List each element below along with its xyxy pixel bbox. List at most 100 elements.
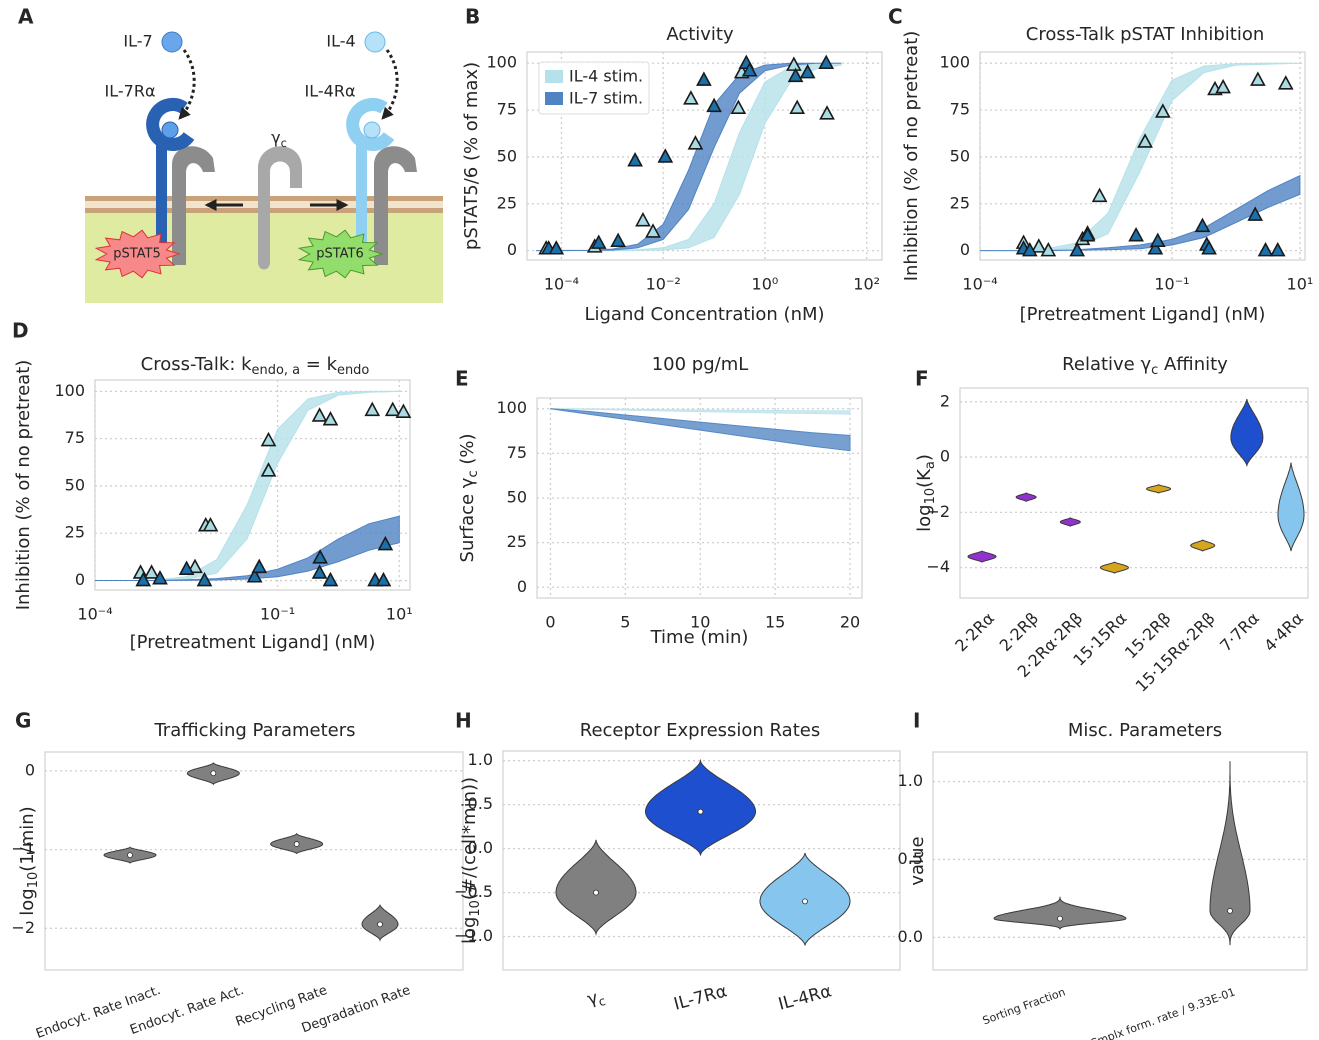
binding-arrow [381,49,399,120]
receptor-label: IL-4Rα [305,82,356,101]
y-tick-label: −2 [926,502,950,521]
x-axis-label: [Pretreatment Ligand] (nM) [130,632,376,653]
data-point [178,560,195,575]
text-part: c [597,993,607,1008]
legend-label: IL-4 stim. [569,67,643,86]
plot-border [932,751,1308,971]
median [1057,915,1063,922]
median [697,808,704,815]
median [1227,907,1233,914]
signal-star [297,229,384,279]
violin [1277,462,1305,552]
y-tick-label: 50 [950,146,970,165]
data-point [322,411,339,426]
x-tick-label: 2·2Rα [951,609,998,656]
data-point [789,99,806,115]
y-tick-label: 0 [940,447,950,466]
y-tick-label: 0.0 [898,927,923,946]
y-tick-label: 75 [497,100,517,119]
violin [993,896,1127,930]
data-point [1194,217,1211,233]
data-point [375,571,392,587]
y-tick-label: 0.5 [898,849,923,868]
data-point [548,240,565,255]
text-part: c [466,470,481,477]
x-tick-label: 15·15Rα·2Rβ [1132,609,1219,696]
text-part: log [459,917,480,944]
chart-title: Misc. Parameters [1068,720,1222,741]
ligand [161,121,179,139]
text-part: (1/min) [17,806,38,872]
data-point [696,71,712,86]
chart-title: Trafficking Parameters [153,720,355,741]
y-tick-label: 25 [65,523,85,542]
data-point [1269,241,1286,257]
violin [645,758,756,857]
violin [1015,492,1037,502]
band [550,408,851,415]
text-part: 10 [923,488,938,504]
receptor [172,146,215,265]
y-tick-label: 100 [496,398,527,417]
signal-label: pSTAT5 [113,247,161,262]
band [536,62,842,252]
median [210,770,217,777]
violin [1099,561,1129,574]
data-point [706,97,722,113]
panel-letter: G [15,709,31,733]
panel-letter: H [455,709,472,733]
text-part: γ [271,128,280,147]
y-tick-label: 2 [940,391,950,410]
x-tick-label: 10⁰ [752,275,779,294]
x-tick-label: 10¹ [386,605,413,624]
y-tick-label: 0 [960,240,970,259]
y-tick-label: −2 [11,918,35,937]
y-tick-label: 50 [497,146,517,165]
violin [1059,517,1081,528]
data-point [590,234,607,249]
data-point [377,535,394,551]
text-part: endo, a [252,363,301,378]
y-tick-label: 25 [507,532,527,551]
signal-label: pSTAT6 [316,247,364,262]
plot-area [933,752,1307,970]
x-tick-label: 10⁻⁴ [77,605,112,624]
data-point [741,62,758,77]
y-axis-label: Surface γc (%) [457,434,481,563]
y-tick-label: 0.0 [468,838,493,857]
violin [1209,761,1251,946]
data-point [1147,240,1164,255]
x-tick-label: 10¹ [1287,275,1314,294]
data-point [260,431,277,447]
x-axis-label: Ligand Concentration (nM) [584,304,824,325]
receptor [346,98,395,151]
y-tick-label: −4 [926,557,950,576]
panel-letter: A [18,5,34,29]
x-tick-label: 5 [620,613,630,632]
y-tick-label: 50 [507,488,527,507]
binding-arrow [178,49,196,120]
data-point [322,571,339,587]
x-tick-label: 15 [765,613,785,632]
data-point [246,568,263,583]
data-point [364,401,381,417]
x-tick-label: 20 [840,613,860,632]
data-point [1040,241,1057,257]
legend [538,61,650,115]
data-point [1277,75,1294,90]
data-point [787,67,804,83]
x-tick-label: 10⁻⁴ [962,275,997,294]
data-point [683,90,699,105]
y-axis-label: Inhibition (% of no pretreat) [901,31,922,282]
legend-swatch [545,92,563,105]
plot-border [536,397,863,599]
x-axis-label: Time (min) [650,627,749,648]
data-point [730,99,747,115]
chart-title: Cross-Talk pSTAT Inhibition [1026,24,1265,45]
legend-label: IL-7 stim. [569,89,643,108]
receptor-label: IL-7Rα [105,82,156,101]
text-part: (K [914,468,935,488]
receptor [374,146,417,265]
median [127,852,133,858]
data-point [1250,71,1266,86]
